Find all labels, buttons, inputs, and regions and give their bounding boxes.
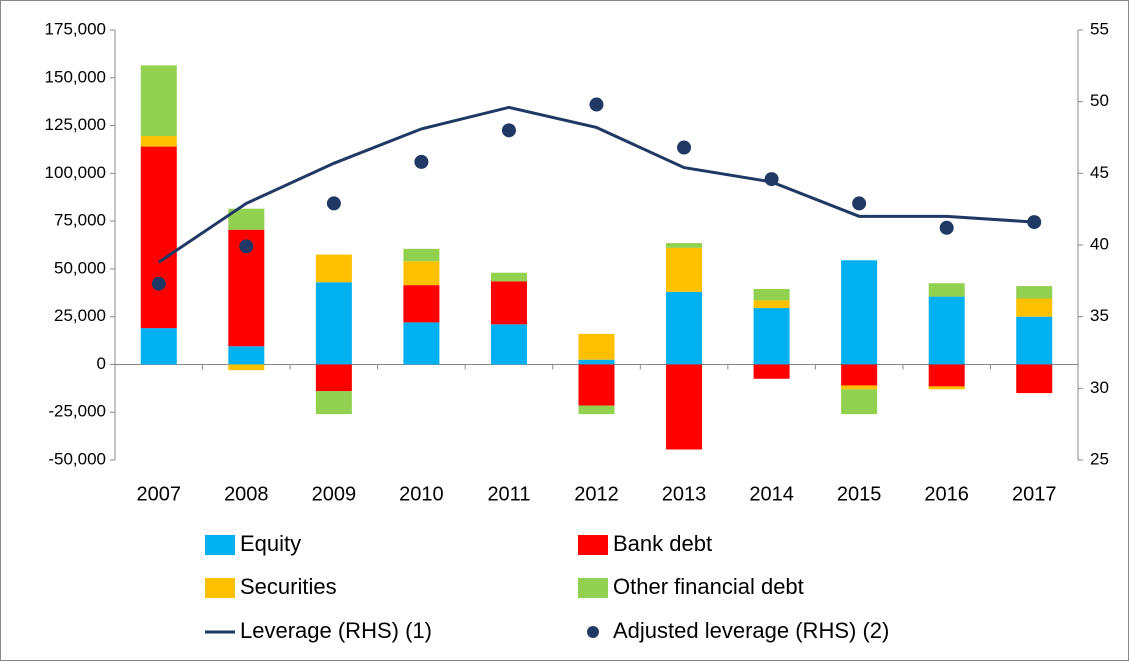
bar xyxy=(140,146,177,329)
marker xyxy=(939,220,954,235)
legend-label: Leverage (RHS) (1) xyxy=(240,618,432,643)
y-tick-label: 150,000 xyxy=(45,67,106,86)
bar xyxy=(841,385,878,390)
bar xyxy=(578,405,615,415)
bar xyxy=(315,254,352,283)
y-tick-label: 75,000 xyxy=(54,211,106,230)
bar xyxy=(1016,298,1053,317)
bar xyxy=(578,364,615,406)
bar xyxy=(666,364,703,450)
x-tick-label: 2016 xyxy=(924,483,969,505)
y-tick-label: 175,000 xyxy=(45,19,106,38)
y-tick-label: 0 xyxy=(97,354,106,373)
bar xyxy=(928,386,965,390)
bar xyxy=(403,248,440,262)
bar xyxy=(578,333,615,360)
y-tick-label: 125,000 xyxy=(45,115,106,134)
marker xyxy=(151,276,166,291)
marker xyxy=(239,239,254,254)
bar xyxy=(140,328,177,365)
x-tick-label: 2014 xyxy=(749,483,794,505)
legend-swatch xyxy=(578,578,608,598)
y-tick-label: 25,000 xyxy=(54,306,106,325)
legend-label: Bank debt xyxy=(613,531,712,556)
bar xyxy=(666,291,703,365)
bar xyxy=(928,296,965,365)
x-tick-label: 2009 xyxy=(312,483,357,505)
y-tick-label: 100,000 xyxy=(45,163,106,182)
bar xyxy=(315,364,352,392)
marker xyxy=(589,97,604,112)
y-tick-label: 50,000 xyxy=(54,258,106,277)
bar xyxy=(228,346,265,365)
legend-label: Securities xyxy=(240,574,337,599)
bar xyxy=(403,322,440,365)
bar xyxy=(490,324,527,365)
marker xyxy=(677,140,692,155)
x-tick-label: 2011 xyxy=(487,483,530,505)
bar xyxy=(1016,286,1053,299)
x-tick-label: 2012 xyxy=(574,483,619,505)
x-tick-label: 2007 xyxy=(137,483,182,505)
y2-tick-label: 35 xyxy=(1090,306,1109,325)
y2-tick-label: 40 xyxy=(1090,234,1109,253)
y2-tick-label: 50 xyxy=(1090,91,1109,110)
marker xyxy=(764,172,779,187)
x-tick-label: 2010 xyxy=(399,483,444,505)
bar xyxy=(490,272,527,282)
marker xyxy=(326,196,341,211)
bar xyxy=(315,282,352,365)
bar xyxy=(928,283,965,297)
bar xyxy=(1016,364,1053,394)
bar xyxy=(753,364,790,379)
bar xyxy=(841,260,878,365)
bar xyxy=(841,389,878,415)
bar xyxy=(228,208,265,230)
x-tick-label: 2015 xyxy=(837,483,882,505)
x-tick-label: 2008 xyxy=(224,483,269,505)
bar xyxy=(140,136,177,147)
bar xyxy=(403,261,440,286)
y2-tick-label: 30 xyxy=(1090,378,1109,397)
legend-swatch xyxy=(578,535,608,555)
bar xyxy=(403,285,440,323)
legend-swatch xyxy=(205,535,235,555)
line xyxy=(157,105,1035,264)
legend-label: Adjusted leverage (RHS) (2) xyxy=(613,618,889,643)
y-tick-label: -25,000 xyxy=(48,402,106,421)
bar xyxy=(315,391,352,415)
y2-tick-label: 25 xyxy=(1090,449,1109,468)
bar xyxy=(578,359,615,365)
legend-swatch xyxy=(205,578,235,598)
bar xyxy=(490,281,527,325)
bar xyxy=(841,364,878,386)
y2-tick-label: 55 xyxy=(1090,19,1109,38)
marker xyxy=(1027,215,1042,230)
bar xyxy=(753,300,790,309)
marker xyxy=(414,154,429,169)
marker xyxy=(852,196,867,211)
legend-label: Other financial debt xyxy=(613,574,804,599)
bar xyxy=(228,364,265,371)
legend-label: Equity xyxy=(240,531,301,556)
bar xyxy=(753,288,790,301)
x-tick-label: 2013 xyxy=(662,483,707,505)
x-tick-label: 2017 xyxy=(1012,483,1057,505)
y2-tick-label: 45 xyxy=(1090,163,1109,182)
bar xyxy=(140,65,177,137)
legend-marker xyxy=(587,626,599,638)
bar xyxy=(666,243,703,248)
bar xyxy=(666,247,703,292)
bar xyxy=(1016,316,1053,365)
y-tick-label: -50,000 xyxy=(48,449,106,468)
marker xyxy=(501,123,516,138)
bar xyxy=(753,308,790,365)
bar xyxy=(928,364,965,387)
